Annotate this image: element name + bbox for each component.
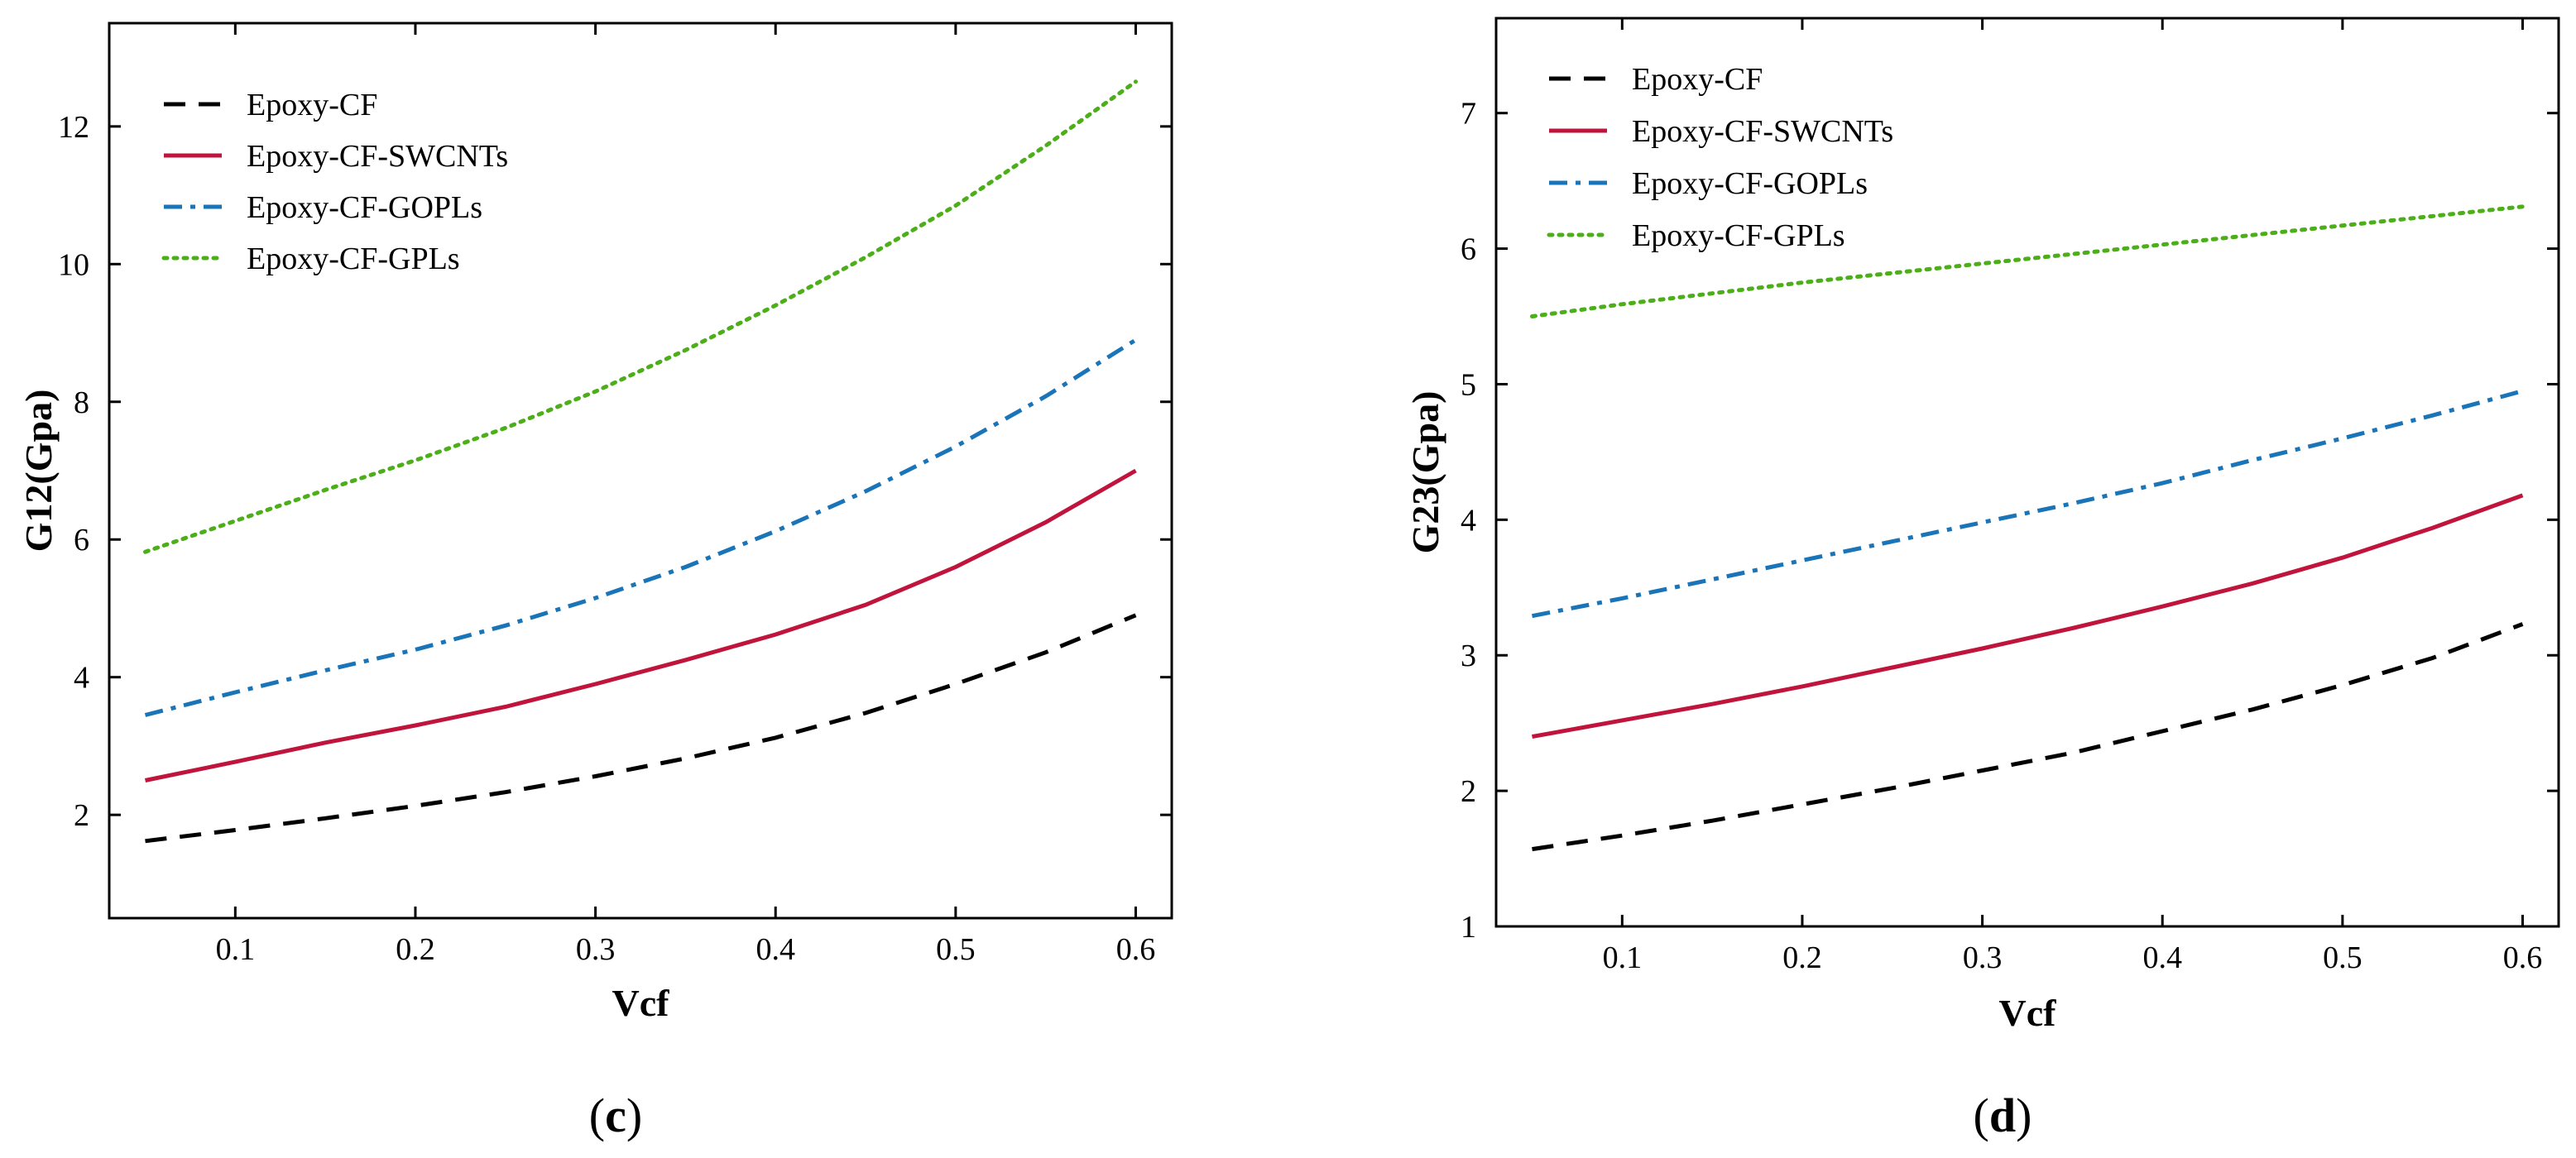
y-tick-label: 8 [74, 385, 89, 420]
legend-label-epoxy-cf: Epoxy-CF [1632, 62, 1763, 97]
legend-label-epoxy-cf-gopls: Epoxy-CF-GOPLs [1632, 166, 1868, 201]
x-tick-label: 0.2 [396, 932, 435, 967]
y-tick-label: 12 [58, 110, 89, 145]
x-tick-labels: 0.1 0.2 0.3 0.4 0.5 0.6 [216, 932, 1156, 967]
legend-label-epoxy-cf: Epoxy-CF [247, 88, 377, 122]
x-tick-label: 0.2 [1782, 940, 1822, 975]
series-line-epoxy-cf [1532, 622, 2524, 852]
legend-label-epoxy-cf-swcnts: Epoxy-CF-SWCNTs [247, 139, 508, 174]
y-tick-label: 1 [1461, 910, 1476, 945]
y-tick-labels: 1 2 3 4 5 6 7 [1461, 97, 1476, 945]
x-tick-labels: 0.1 0.2 0.3 0.4 0.5 0.6 [1603, 940, 2543, 975]
series-line-epoxy-cf-gpls [143, 79, 1138, 554]
series-line-epoxy-cf-gopls [144, 337, 1137, 717]
legend-label-epoxy-cf-gpls: Epoxy-CF-GPLs [1632, 218, 1845, 253]
x-tick-label: 0.5 [2323, 940, 2363, 975]
x-tick-label: 0.4 [2142, 940, 2182, 975]
series-lines [1530, 204, 2525, 852]
y-tick-label: 3 [1461, 639, 1476, 673]
series-line-epoxy-cf [145, 613, 1137, 844]
legend: Epoxy-CF Epoxy-CF-SWCNTs Epoxy-CF-GOPLs … [161, 88, 508, 276]
x-axis-title: Vcf [612, 982, 670, 1024]
y-axis-title: G12(Gpa) [17, 390, 60, 553]
y-axis-title: G23(Gpa) [1404, 391, 1446, 554]
x-ticks [233, 23, 1137, 918]
y-ticks [1496, 112, 2559, 928]
x-tick-label: 0.3 [1963, 940, 2003, 975]
series-line-epoxy-cf-swcnts [144, 468, 1137, 782]
y-tick-label: 4 [74, 661, 89, 696]
legend: Epoxy-CF Epoxy-CF-SWCNTs Epoxy-CF-GOPLs … [1547, 62, 1893, 253]
y-tick-label: 2 [1461, 774, 1476, 809]
x-tick-label: 0.4 [756, 932, 795, 967]
panel-caption: (d) [1974, 1089, 2032, 1142]
series-line-epoxy-cf-gopls [1532, 389, 2524, 619]
x-tick-label: 0.1 [1603, 940, 1643, 975]
y-tick-label: 2 [74, 798, 89, 833]
x-axis-title: Vcf [1999, 992, 2057, 1034]
series-lines [143, 79, 1138, 844]
y-tick-label: 5 [1461, 367, 1476, 402]
chart-panel-c: 0.1 0.2 0.3 0.4 0.5 0.6 2 4 6 8 10 12 Epoxy-CF Epo… [17, 22, 1173, 1142]
x-tick-label: 0.1 [216, 932, 256, 967]
y-tick-label: 7 [1461, 97, 1476, 132]
legend-label-epoxy-cf-gopls: Epoxy-CF-GOPLs [247, 190, 482, 225]
x-tick-label: 0.6 [1116, 932, 1156, 967]
x-tick-label: 0.3 [576, 932, 616, 967]
panel-letter: c [605, 1089, 626, 1142]
x-tick-label: 0.6 [2503, 940, 2543, 975]
y-ticks [109, 125, 1172, 816]
x-tick-label: 0.5 [936, 932, 976, 967]
x-ticks [1620, 18, 2524, 926]
plot-frame [1494, 17, 2560, 928]
panel-caption: (c) [589, 1089, 642, 1142]
y-tick-label: 6 [1461, 232, 1476, 267]
y-tick-labels: 2 4 6 8 10 12 [58, 110, 89, 833]
plot-frame [108, 22, 1173, 920]
y-tick-label: 10 [58, 247, 89, 282]
y-tick-label: 6 [74, 523, 89, 557]
chart-panel-d: 0.1 0.2 0.3 0.4 0.5 0.6 1 2 3 4 5 6 7 Epoxy-CF Epox… [1404, 17, 2560, 1142]
series-line-epoxy-cf-swcnts [1532, 493, 2524, 739]
y-tick-label: 4 [1461, 503, 1476, 538]
series-line-epoxy-cf-gpls [1530, 204, 2525, 318]
panel-letter: d [1989, 1089, 2016, 1142]
legend-label-epoxy-cf-swcnts: Epoxy-CF-SWCNTs [1632, 114, 1893, 149]
legend-label-epoxy-cf-gpls: Epoxy-CF-GPLs [247, 242, 460, 276]
